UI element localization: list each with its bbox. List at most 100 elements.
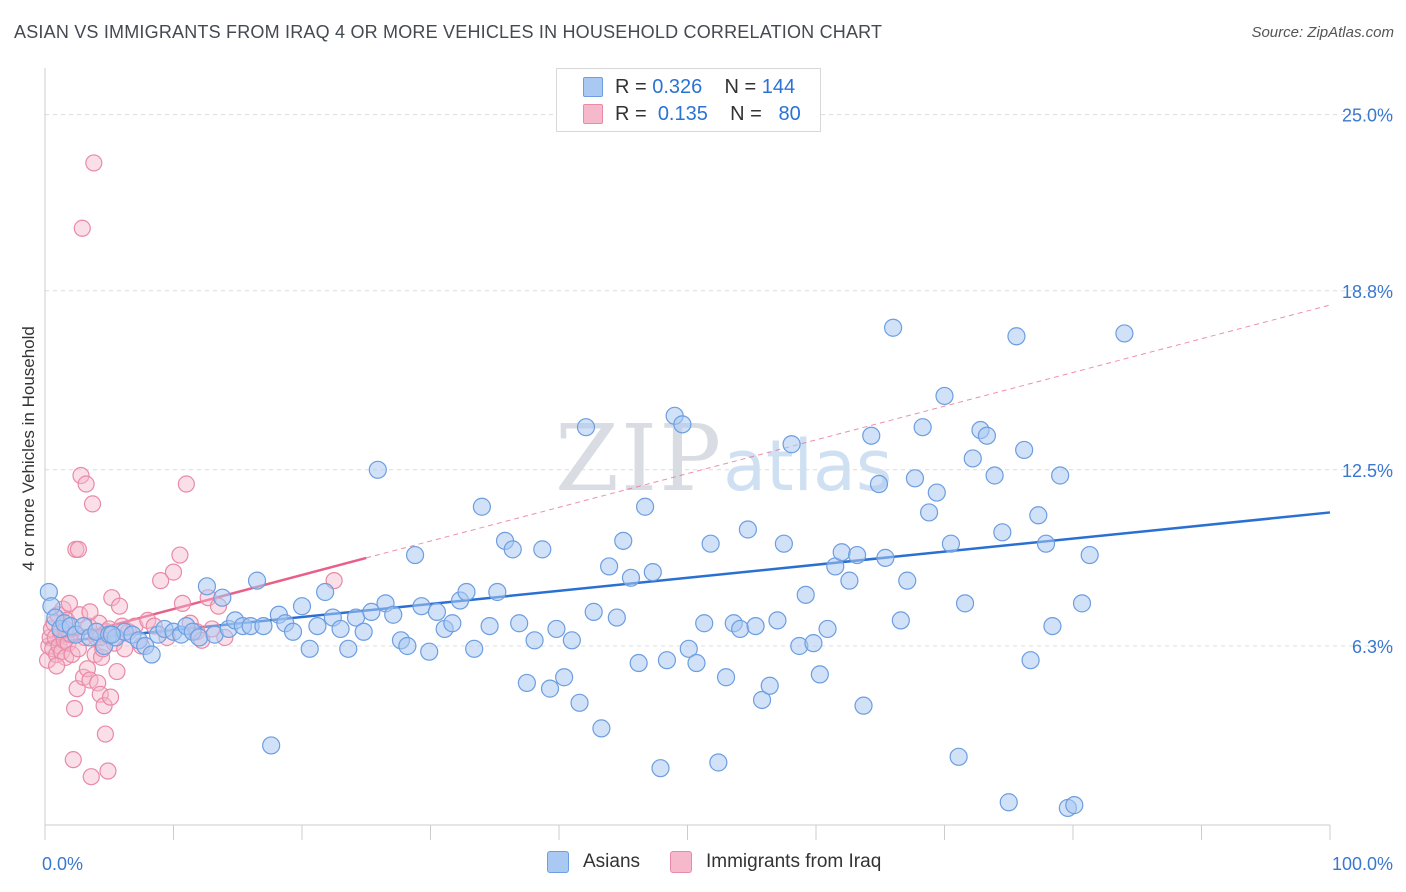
series-legend-asians: Asians [547,851,640,873]
data-point-asian [368,460,387,479]
data-point-asian [891,611,910,630]
legend-n-label: N = [724,75,757,98]
data-point-asian [354,622,373,641]
data-point-asian [300,639,319,658]
data-point-iraq [64,751,82,769]
data-point-asian [862,426,881,445]
data-point-asian [840,571,859,590]
x-tick-label: 0.0% [42,854,83,874]
data-point-asian [600,557,619,576]
data-point-iraq [101,688,120,706]
data-point-asian [651,759,670,778]
data-point-asian [643,563,662,582]
data-point-asian [339,639,358,658]
data-point-iraq [69,540,88,558]
chart-title: ASIAN VS IMMIGRANTS FROM IRAQ 4 OR MORE … [14,22,883,42]
data-point-asian [695,614,714,633]
data-point-asian [1007,327,1026,346]
data-point-asian [993,523,1012,542]
series-legend-iraq: Immigrants from Iraq [670,851,881,873]
legend: R = 0.326 N = 144 R = 0.135 N = 80 [556,68,821,132]
data-point-asian [510,614,529,633]
data-point-asian [709,753,728,772]
data-point-asian [876,548,895,567]
data-point-asian [913,418,932,437]
legend-r-label: R = [615,75,647,98]
data-point-asian [213,588,232,607]
data-point-asian [738,520,757,539]
data-point-iraq [108,662,126,681]
legend-row-iraq: R = 0.135 N = 80 [583,102,801,126]
data-point-asian [547,619,566,639]
legend-swatch-iraq [583,104,603,124]
data-point-asian [804,634,823,653]
data-point-asian [1036,534,1056,553]
data-point-asian [905,469,925,488]
data-point-asian [746,616,765,636]
data-point-iraq [152,572,170,590]
data-point-asian [197,577,217,596]
x-tick-label: 100.0% [1332,854,1393,874]
series-legend-label-iraq: Immigrants from Iraq [706,851,882,872]
data-point-iraq [83,495,102,513]
data-point-asian [832,543,851,562]
data-point-asian [247,571,267,590]
data-point-asian [533,540,552,559]
data-point-asian [1043,616,1062,636]
data-point-iraq [110,597,129,615]
data-point-asian [480,616,499,636]
data-point-asian [1072,594,1092,613]
data-point-asian [405,545,425,565]
data-point-asian [420,642,439,661]
series-legend-swatch-iraq [670,851,692,873]
data-point-asian [752,690,772,710]
data-point-asian [927,483,946,502]
data-point-asian [331,619,350,639]
data-point-asian [283,622,303,641]
data-point-iraq [99,762,117,780]
data-point-asian [472,497,491,516]
legend-n-value: 80 [778,102,801,125]
y-tick-label: 12.5% [1342,461,1393,481]
data-point-asian [673,415,692,434]
data-point-asian [949,747,968,766]
data-point-asian [1029,506,1048,525]
data-point-asian [316,582,335,602]
series-legend-label-asians: Asians [583,851,641,872]
data-point-asian [1015,440,1034,460]
data-point-iraq [95,697,113,715]
data-point-asian [782,435,801,454]
data-point-asian [427,602,447,621]
data-point-asian [576,418,596,437]
data-point-asian [190,628,209,647]
data-point-asian [955,594,975,613]
data-point-asian [443,614,462,633]
data-point-asian [503,540,522,559]
trend-line-iraq-extension [366,304,1331,559]
axes [44,68,1331,840]
legend-swatch-asians [583,77,603,97]
data-point-asian [796,585,815,604]
data-point-asian [848,545,867,565]
data-point-asian [457,582,476,602]
data-point-asian [412,597,431,616]
data-point-asian [963,449,982,468]
data-point-asian [818,619,837,639]
data-point-iraq [82,768,100,786]
y-tick-label: 6.3% [1352,637,1393,657]
legend-r-value: 0.326 [652,75,703,98]
data-point-asian [142,645,161,664]
data-point-asian [898,571,917,590]
legend-n-value: 144 [761,75,796,98]
data-point-asian [1021,651,1040,670]
data-point-asian [731,619,750,639]
data-point-iraq [47,657,66,675]
data-point-asian [292,597,312,616]
data-point-asian [308,616,327,636]
data-point-iraq [85,154,103,172]
legend-row-asians: R = 0.326 N = 144 [583,75,795,99]
data-point-asian [607,608,626,627]
data-point-asian [362,602,381,621]
data-point-asian [941,534,961,553]
